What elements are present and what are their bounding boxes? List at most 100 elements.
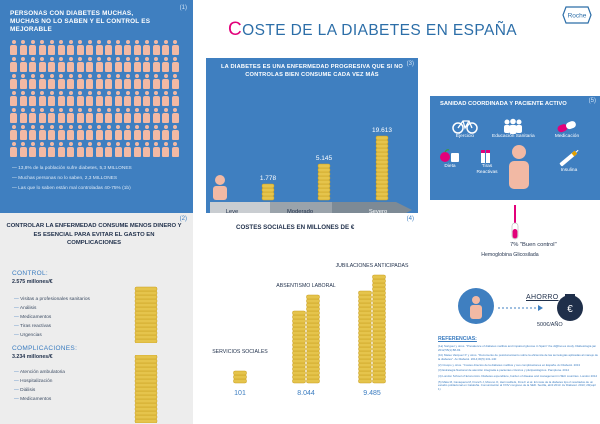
logo-text: Roche [568,12,587,19]
person-icon [19,108,27,124]
person-icon [152,40,160,56]
person-icon [67,57,74,73]
food-icon [440,149,459,162]
person-icon [57,125,65,141]
care-item-label: Insulina [560,168,578,173]
references-list: (1a) Soriguer y otros. "Prevalence of di… [438,344,598,394]
person-icon [48,74,55,90]
person-icon [38,57,46,73]
care-item-label: Tiras Reactivas [476,164,498,175]
person-icon [171,74,179,90]
person-icon [67,74,74,90]
panel-number: (4) [406,216,414,222]
person-icon [124,142,131,158]
person-icon [114,91,122,107]
complication-item: Medicamentos [14,395,65,404]
person-icon [95,108,103,124]
person-icon [10,142,17,158]
person-icon [162,57,169,73]
person-icon [29,142,36,158]
person-icon [76,91,84,107]
person-icon [76,40,84,56]
page-title: COSTE DE LA DIABETES EN ESPAÑA [228,19,517,41]
person-icon [48,125,55,141]
person-icon [86,91,93,107]
person-icon [152,91,160,107]
care-item-exercise: Ejercicio [452,118,478,140]
person-icon [105,74,112,90]
stat-item: 13,8% de la población sufre diabetes, 5,… [12,164,187,174]
person-icon [95,40,103,56]
person-icon [114,108,122,124]
person-icon [105,142,112,158]
title-rest: OSTE DE LA DIABETES EN ESPAÑA [242,22,518,39]
person-icon [105,125,112,141]
person-icon [124,108,131,124]
hba1c-target: 7% "Buen control" [510,242,557,248]
person-icon [57,91,65,107]
panel-number: (2) [179,216,187,222]
control-item: Visitas a profesionales sanitarios [14,295,90,304]
pill-icon [557,121,576,133]
person-icon [86,74,93,90]
person-icon [105,40,112,56]
blood-test-tube-icon [511,205,519,240]
person-icon [143,125,150,141]
complications-total: 3.234 millones/€ [12,354,53,360]
person-icon [114,74,122,90]
stage-value: 19.613 [372,127,392,134]
savings-illustration: € [458,288,583,324]
hba1c-label: Hemoglobina Glicosilada [481,252,539,258]
person-icon [38,91,46,107]
stage-cost-chart: 1.778 Leve 5.145 Moderado 19.613 Severo [210,127,412,218]
coin-stack-0 [261,183,275,201]
insulin-pen-icon [559,149,579,167]
coin-stack-1 [306,294,320,384]
person-icon [152,57,160,73]
panel-title: PERSONAS CON DIABETES MUCHAS, MUCHAS NO … [10,10,151,33]
people-grid [10,40,185,160]
coin-stack-1 [317,163,331,201]
person-icon [76,108,84,124]
complication-item: Diálisis [14,386,65,395]
person-icon [29,74,36,90]
references-heading: REFERENCIAS: [438,336,477,342]
coin-stack [134,286,158,343]
person-icon [57,57,65,73]
social-cost-value: 8.044 [297,390,315,397]
person-icon [143,142,150,158]
person-icon [10,91,17,107]
person-icon [152,108,160,124]
stats-list: 13,8% de la población sufre diabetes, 5,… [12,164,187,194]
control-coin-stack [134,286,158,343]
care-item-label: Educación Sanitaria [492,134,535,139]
person-icon [38,125,46,141]
person-icon [124,74,131,90]
person-icon [86,57,93,73]
person-icon [10,74,17,90]
person-icon [162,91,169,107]
person-icon [133,142,141,158]
person-icon [48,142,55,158]
person-icon [171,91,179,107]
person-icon [38,40,46,56]
references-box: REFERENCIAS: (1a) Soriguer y otros. "Pre… [430,332,600,424]
person-icon [133,125,141,141]
panel-title: LA DIABETES ES UNA ENFERMEDAD PROGRESIVA… [220,64,404,78]
care-item-diet: Dieta [438,148,462,170]
panel-progressive-disease: (3) LA DIABETES ES UNA ENFERMEDAD PROGRE… [206,58,418,222]
control-heading: CONTROL: [12,270,48,277]
person-icon [143,40,150,56]
reference-item: (2) Crespo y otros. "Costes directos de … [438,362,581,367]
person-icon [86,40,93,56]
person-icon [133,108,141,124]
panel-number: (1) [179,5,187,11]
money-weight-icon [557,295,583,321]
control-total: 2.575 millones/€ [12,279,53,285]
stage-value: 1.778 [260,175,277,182]
person-icon [114,125,122,141]
person-icon [95,74,103,90]
person-icon [162,125,169,141]
reference-item: (1b) Mateo Vazquez P. y otros. "Document… [438,353,598,361]
complication-item: Atención ambulatoria [14,368,65,377]
